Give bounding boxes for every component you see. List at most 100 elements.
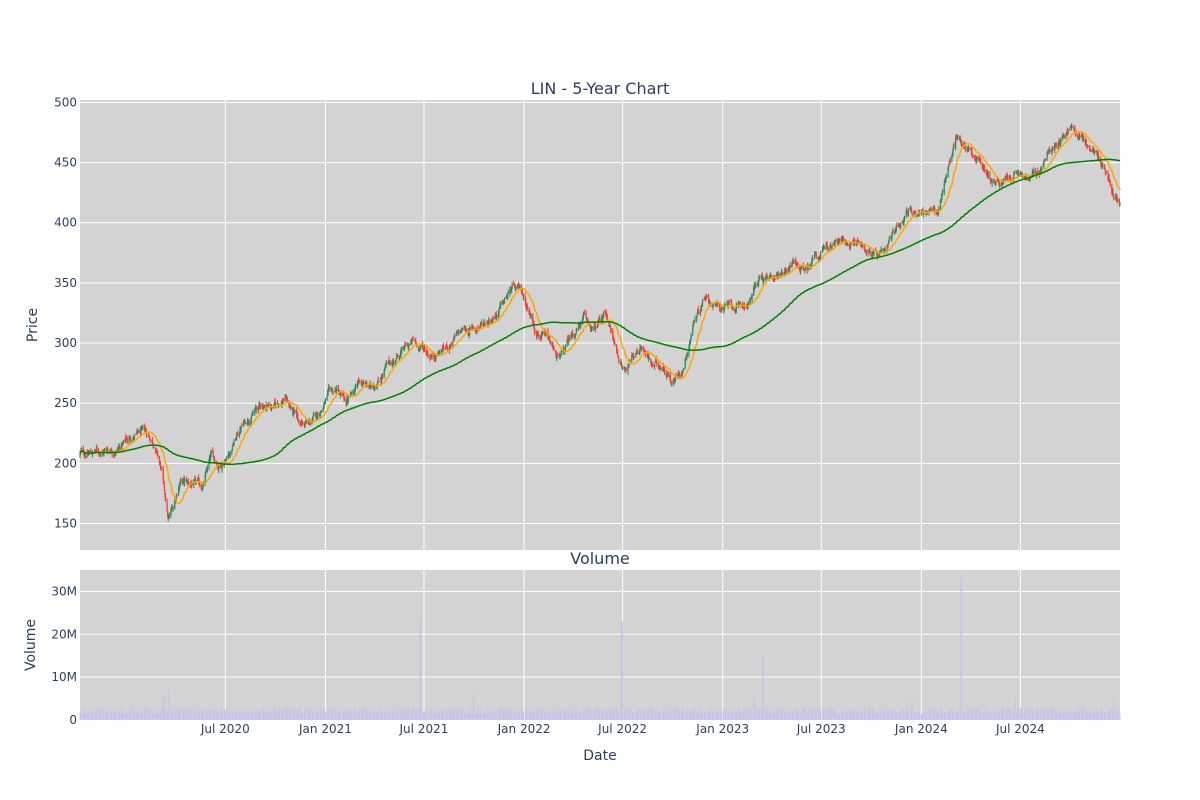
candle-up bbox=[252, 409, 254, 416]
candle-body bbox=[1032, 171, 1035, 174]
candle-down bbox=[265, 401, 267, 412]
candle-body bbox=[448, 344, 451, 351]
candle-down bbox=[815, 251, 817, 258]
candle-body bbox=[728, 300, 730, 302]
candle-body bbox=[1109, 180, 1111, 186]
candle-up bbox=[258, 401, 260, 410]
price-y-tick-label: 200 bbox=[54, 456, 77, 470]
candle-body bbox=[273, 402, 275, 406]
candle-body bbox=[966, 148, 968, 152]
candle-body bbox=[161, 467, 163, 470]
candle-body bbox=[354, 386, 356, 390]
candle-body bbox=[754, 285, 756, 287]
candle-body bbox=[585, 312, 587, 319]
candle-body bbox=[403, 349, 405, 351]
candle-body bbox=[238, 433, 241, 437]
candle-up bbox=[682, 367, 685, 371]
candle-down bbox=[812, 257, 814, 261]
candle-down bbox=[164, 493, 167, 502]
candle-body bbox=[106, 449, 108, 452]
candle-body bbox=[914, 210, 916, 214]
candle-down bbox=[162, 465, 164, 484]
candle-down bbox=[528, 308, 531, 313]
candle-body bbox=[1054, 144, 1056, 150]
candle-body bbox=[252, 412, 254, 415]
candle-up bbox=[408, 343, 410, 346]
candle-body bbox=[1006, 175, 1008, 181]
candle-body bbox=[896, 225, 898, 228]
candle-body bbox=[144, 427, 146, 430]
candle-up bbox=[248, 420, 250, 427]
candle-body bbox=[410, 340, 412, 345]
candle-body bbox=[582, 316, 584, 322]
candle-up bbox=[747, 300, 749, 310]
candle-body bbox=[487, 322, 489, 325]
candle-body bbox=[827, 248, 829, 250]
candle-up bbox=[1033, 167, 1035, 175]
candle-down bbox=[785, 268, 787, 274]
candle-down bbox=[989, 171, 991, 180]
candle-body bbox=[884, 248, 886, 252]
candle-body bbox=[686, 352, 688, 356]
candle-body bbox=[332, 392, 334, 394]
candle-body bbox=[113, 454, 115, 456]
candle-body bbox=[570, 334, 573, 339]
candle-body bbox=[955, 137, 957, 148]
candle-body bbox=[282, 401, 285, 403]
candle-down bbox=[1111, 183, 1113, 196]
candle-body bbox=[286, 399, 288, 403]
candle-body bbox=[1103, 164, 1105, 169]
candle-body bbox=[345, 398, 347, 404]
candle-body bbox=[164, 489, 166, 495]
candle-body bbox=[322, 407, 324, 411]
candle-up bbox=[674, 376, 676, 383]
candle-body bbox=[248, 423, 250, 425]
candle-body bbox=[454, 335, 456, 337]
candle-body bbox=[414, 339, 416, 342]
candle-body bbox=[401, 347, 403, 353]
candle-body bbox=[327, 389, 329, 393]
candle-body bbox=[141, 425, 144, 428]
candle-body bbox=[1035, 170, 1037, 172]
candle-up bbox=[384, 367, 386, 372]
candle-body bbox=[335, 389, 337, 394]
candle-up bbox=[326, 394, 328, 401]
candle-body bbox=[132, 440, 134, 442]
candle-up bbox=[418, 347, 421, 353]
candle-body bbox=[905, 212, 907, 217]
candle-body bbox=[231, 449, 233, 453]
candle-body bbox=[654, 361, 656, 363]
candle-body bbox=[91, 454, 93, 456]
candle-body bbox=[818, 258, 820, 260]
candle-body bbox=[758, 279, 760, 284]
candle-body bbox=[628, 364, 630, 366]
candle-body bbox=[356, 382, 359, 387]
candle-body bbox=[1095, 151, 1098, 153]
candle-body bbox=[399, 353, 402, 356]
candle-body bbox=[119, 446, 121, 450]
candle-body bbox=[455, 333, 458, 336]
candle-down bbox=[260, 403, 262, 410]
candle-body bbox=[258, 403, 260, 408]
candle-body bbox=[648, 358, 650, 360]
candle-body bbox=[850, 242, 852, 244]
candle-body bbox=[863, 246, 865, 249]
candle-body bbox=[557, 354, 559, 356]
candle-up bbox=[210, 449, 212, 458]
candle-down bbox=[149, 438, 151, 444]
candle-up bbox=[444, 347, 446, 351]
candle-down bbox=[678, 369, 680, 378]
candle-body bbox=[822, 247, 825, 249]
candle-body bbox=[387, 362, 389, 364]
candle-body bbox=[873, 251, 875, 254]
candle-body bbox=[477, 328, 479, 330]
candle-up bbox=[591, 326, 593, 331]
candle-body bbox=[391, 362, 393, 367]
candle-down bbox=[228, 455, 230, 458]
candle-body bbox=[121, 444, 124, 446]
candle-up bbox=[878, 250, 881, 257]
candle-body bbox=[1033, 169, 1035, 173]
candle-body bbox=[740, 303, 742, 305]
candle-down bbox=[148, 436, 150, 439]
candle-body bbox=[120, 444, 122, 451]
